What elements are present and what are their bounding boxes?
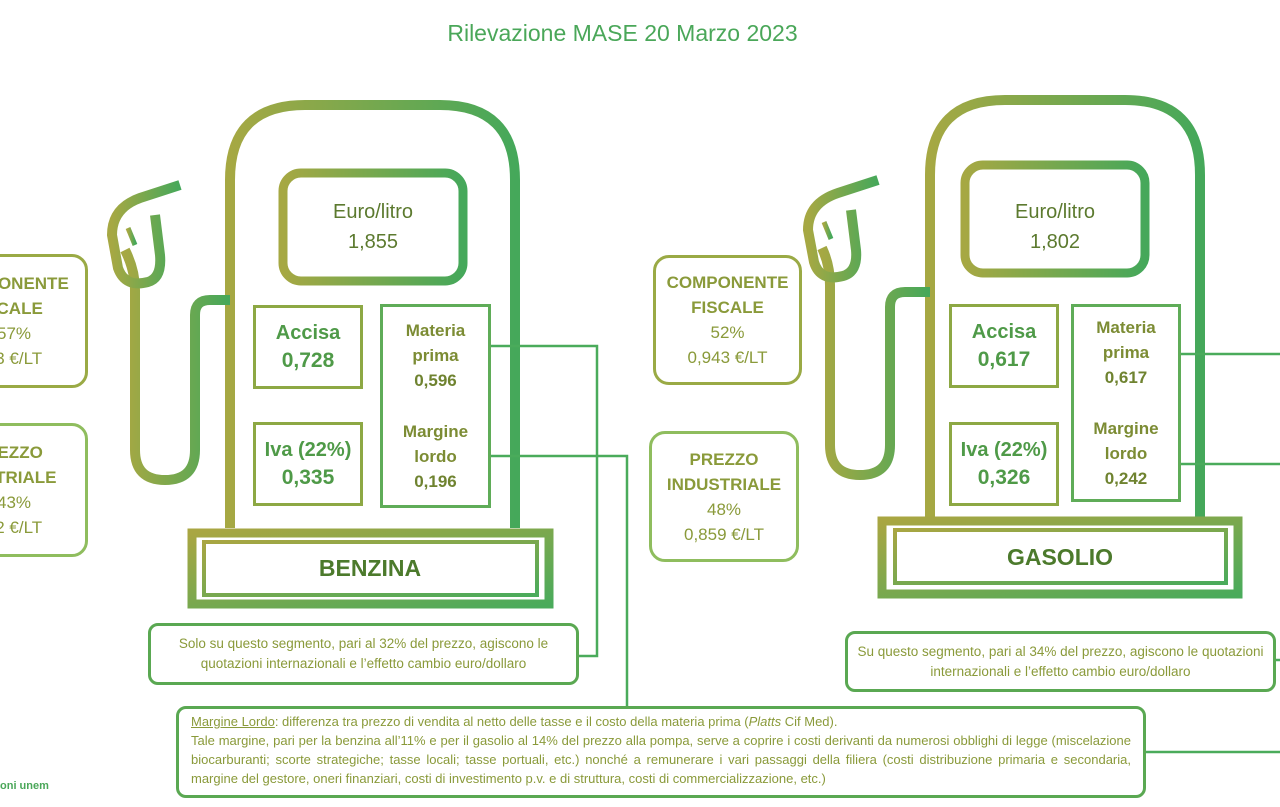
benzina-materia-label-2: prima [412, 346, 459, 365]
gasolio-accisa-box: Accisa 0,617 [949, 304, 1059, 388]
benzina-display-label: Euro/litro [332, 201, 414, 223]
gasolio-fiscale-line-2: FISCALE [691, 298, 764, 317]
benzina-industrial-price: REZZO USTRIALE 43% 92 €/LT [0, 423, 88, 557]
benzina-fiscale-line-4: 63 €/LT [0, 349, 43, 368]
connector-lines [490, 344, 1280, 754]
benzina-margine-label-1: Margine [402, 422, 469, 441]
gasolio-display-value: 1,802 [1029, 231, 1081, 253]
gasolio-industriale-line-1: PREZZO [689, 449, 759, 469]
margine-lordo-definition: : differenza tra prezzo di vendita al ne… [274, 714, 749, 729]
benzina-industriale-line-3: 43% [0, 493, 32, 512]
gasolio-fiscale-line-3: 52% [710, 323, 745, 342]
gasolio-display-label: Euro/litro [1014, 201, 1096, 223]
benzina-margine-value: 0,196 [414, 472, 457, 491]
benzina-industriale-line-2: USTRIALE [0, 468, 57, 487]
benzina-iva-box: Iva (22%) 0,335 [253, 422, 363, 506]
source-footer: oni unem [0, 780, 49, 792]
gasolio-materia-value: 0,617 [1104, 368, 1148, 387]
benzina-fiscal-component: OMPONENTE SCALE 57% 63 €/LT [0, 254, 88, 388]
gasolio-industrial-box: Materia prima 0,617 Margine lordo 0,242 [1071, 304, 1181, 502]
gasolio-margine-value: 0,242 [1104, 469, 1148, 488]
gasolio-price-display: Euro/litro 1,802 [972, 185, 1138, 269]
gasolio-fuel-label: GASOLIO [1006, 543, 1114, 570]
gasolio-margine-label-1: Margine [1093, 419, 1159, 438]
gasolio-industriale-line-2: INDUSTRIALE [666, 474, 782, 494]
margine-lordo-definition-end: Cif Med). [781, 714, 838, 729]
gasolio-materia-label-1: Materia [1096, 318, 1156, 337]
gasolio-accisa-value: 0,617 [977, 347, 1031, 371]
gasolio-iva-value: 0,326 [977, 465, 1031, 489]
benzina-industrial-box: Materia prima 0,596 Margine lordo 0,196 [380, 304, 491, 508]
gasolio-industrial-price: PREZZO INDUSTRIALE 48% 0,859 €/LT [649, 431, 799, 562]
gasolio-materia-label-2: prima [1102, 343, 1150, 362]
gasolio-industriale-line-4: 0,859 €/LT [683, 524, 765, 544]
gasolio-iva-label: Iva (22%) [960, 438, 1048, 461]
benzina-materia-value: 0,596 [414, 371, 457, 390]
gasolio-iva-box: Iva (22%) 0,326 [949, 422, 1059, 506]
benzina-iva-label: Iva (22%) [264, 438, 352, 461]
platts-term: Platts [748, 714, 782, 729]
benzina-materia-label-1: Materia [405, 321, 466, 340]
benzina-industriale-line-1: REZZO [0, 443, 43, 462]
benzina-pump-icon [106, 100, 554, 609]
gasolio-accisa-label: Accisa [971, 320, 1037, 343]
benzina-accisa-value: 0,728 [281, 348, 335, 372]
benzina-industriale-line-4: 92 €/LT [0, 518, 43, 537]
gasolio-margine-label-2: lordo [1104, 444, 1148, 463]
page-title: Rilevazione MASE 20 Marzo 2023 [447, 20, 798, 46]
benzina-fiscale-line-1: OMPONENTE [0, 274, 69, 293]
gasolio-fiscal-component: COMPONENTE FISCALE 52% 0,943 €/LT [653, 255, 802, 385]
gasolio-fiscale-line-1: COMPONENTE [666, 273, 789, 292]
gasolio-pump-icon [802, 95, 1243, 599]
benzina-display-value: 1,855 [347, 231, 399, 253]
gasolio-industriale-line-3: 48% [706, 499, 742, 519]
benzina-iva-value: 0,335 [281, 465, 335, 489]
margine-lordo-note: Margine Lordo: differenza tra prezzo di … [176, 706, 1146, 798]
gasolio-segment-note: Su questo segmento, pari al 34% del prez… [845, 631, 1276, 692]
benzina-margine-label-2: lordo [414, 447, 457, 466]
benzina-segment-note: Solo su questo segmento, pari al 32% del… [148, 623, 579, 685]
margine-lordo-term: Margine Lordo [191, 714, 275, 729]
benzina-price-display: Euro/litro 1,855 [290, 185, 456, 269]
gasolio-fiscale-line-4: 0,943 €/LT [687, 348, 768, 367]
benzina-accisa-label: Accisa [275, 321, 341, 344]
benzina-fiscale-line-2: SCALE [0, 299, 43, 318]
margine-lordo-body: Tale margine, pari per la benzina all’11… [191, 733, 1131, 786]
benzina-fiscale-line-3: 57% [0, 324, 32, 343]
benzina-accisa-box: Accisa 0,728 [253, 305, 363, 389]
benzina-fuel-label: BENZINA [318, 554, 422, 581]
